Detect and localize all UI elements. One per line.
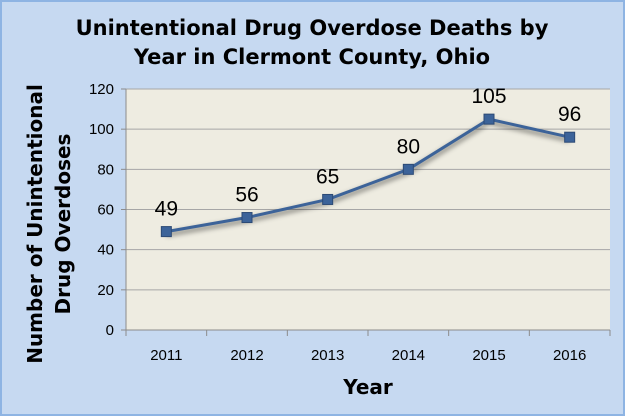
- data-point-marker: [322, 193, 334, 205]
- data-point-marker: [160, 226, 172, 238]
- y-tick-label: 40: [97, 242, 114, 259]
- y-axis-title-line-2: Drug Overdoses: [51, 134, 75, 315]
- series-line: [166, 117, 570, 234]
- data-point-marker: [402, 163, 414, 175]
- data-label: 105: [471, 85, 506, 108]
- y-axis-title-line-1: Number of Unintentional: [23, 84, 47, 364]
- y-tick-label: 20: [97, 282, 114, 299]
- data-point-marker: [483, 113, 495, 125]
- x-tick-label: 2012: [230, 347, 263, 364]
- series-line-shadow: [165, 119, 571, 238]
- x-tick-label: 2013: [311, 347, 344, 364]
- chart-title-line-2: Year in Clermont County, Ohio: [133, 45, 490, 69]
- data-label: 49: [155, 198, 178, 221]
- data-label: 80: [397, 135, 420, 158]
- data-label: 96: [558, 103, 581, 126]
- y-tick-label: 0: [106, 322, 114, 339]
- y-tick-label: 60: [97, 202, 114, 219]
- x-tick-label: 2014: [392, 347, 425, 364]
- y-tick-label: 120: [89, 81, 114, 98]
- y-tick-label: 80: [97, 161, 114, 178]
- x-axis-title: Year: [342, 375, 393, 399]
- x-tick-label: 2015: [472, 347, 505, 364]
- x-tick-label: 2016: [553, 347, 586, 364]
- data-label: 56: [235, 184, 258, 207]
- data-point-marker: [241, 212, 253, 224]
- data-point-marker: [564, 131, 576, 143]
- chart-title-line-1: Unintentional Drug Overdose Deaths by: [76, 16, 549, 40]
- data-label: 65: [316, 165, 339, 188]
- x-tick-label: 2011: [150, 347, 182, 364]
- y-tick-label: 100: [89, 121, 114, 138]
